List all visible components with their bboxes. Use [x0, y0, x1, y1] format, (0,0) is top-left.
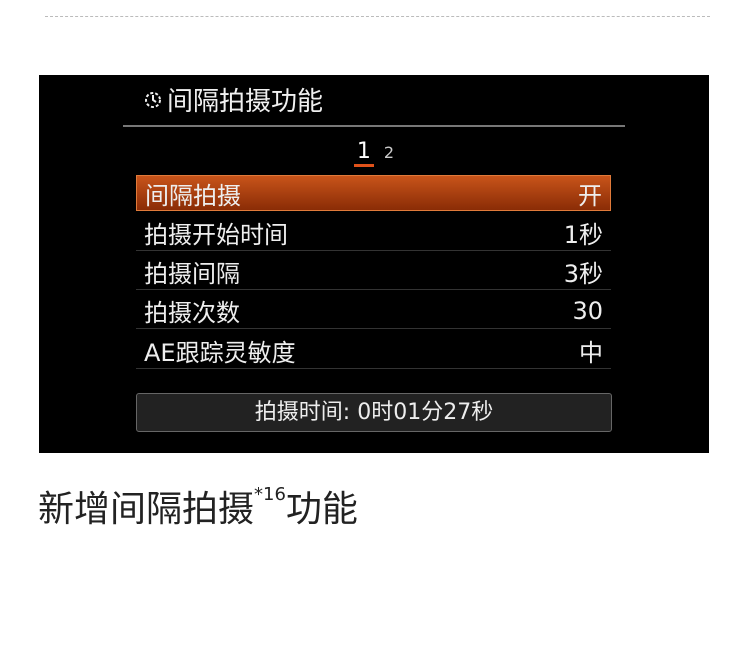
row-value: 3秒: [563, 260, 603, 288]
caption-text: 新增间隔拍摄: [38, 489, 255, 530]
page-tab-1[interactable]: 1: [353, 139, 374, 167]
row-label: 拍摄间隔: [144, 260, 240, 288]
row-label: 拍摄开始时间: [144, 221, 288, 249]
shooting-time-summary: 拍摄时间: 0时01分27秒: [136, 393, 612, 432]
interval-timer-icon: [145, 91, 161, 108]
page-tab-2[interactable]: 2: [383, 143, 395, 162]
caption: 新增间隔拍摄*16功能: [38, 480, 358, 532]
row-value: 30: [572, 296, 603, 325]
menu-row-ae-tracking[interactable]: AE跟踪灵敏度 中: [136, 333, 611, 369]
menu-row-interval-shooting[interactable]: 间隔拍摄 开: [136, 175, 611, 211]
row-label: 拍摄次数: [144, 299, 240, 327]
row-label: 间隔拍摄: [145, 181, 241, 210]
menu-row-start-time[interactable]: 拍摄开始时间 1秒: [136, 215, 611, 251]
menu-row-count[interactable]: 拍摄次数 30: [136, 293, 611, 329]
caption-suffix: 功能: [285, 489, 358, 530]
row-label: AE跟踪灵敏度: [144, 339, 296, 367]
row-value: 1秒: [563, 221, 603, 249]
dashed-divider: [45, 16, 710, 17]
menu-row-interval[interactable]: 拍摄间隔 3秒: [136, 254, 611, 290]
title-divider: [123, 125, 625, 127]
row-value: 中: [579, 339, 603, 367]
footnote-mark: *16: [254, 484, 286, 505]
row-value: 开: [578, 181, 602, 210]
menu-title: 间隔拍摄功能: [143, 81, 323, 118]
